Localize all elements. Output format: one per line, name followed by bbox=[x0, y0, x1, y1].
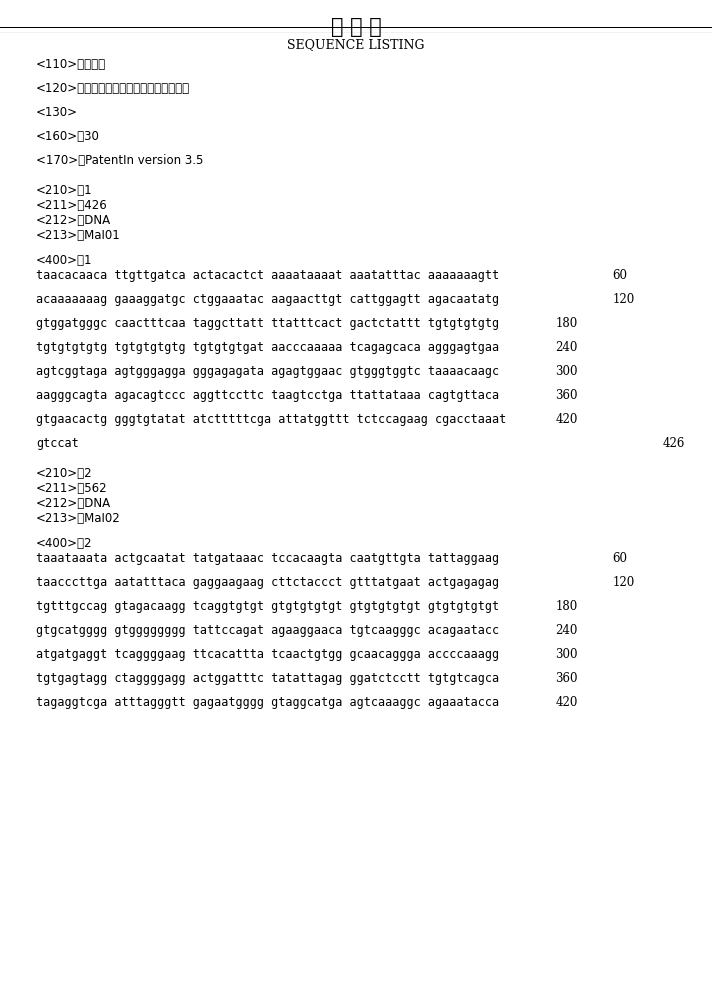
Text: gtgcatgggg gtgggggggg tattccagat agaaggaaca tgtcaagggc acagaatacc: gtgcatgggg gtgggggggg tattccagat agaagga… bbox=[36, 624, 499, 637]
Text: tgtgtgtgtg tgtgtgtgtg tgtgtgtgat aacccaaaaa tcagagcaca agggagtgaa: tgtgtgtgtg tgtgtgtgtg tgtgtgtgat aacccaa… bbox=[36, 341, 499, 354]
Text: 300: 300 bbox=[555, 365, 578, 378]
Text: <130>: <130> bbox=[36, 106, 78, 119]
Text: 240: 240 bbox=[555, 341, 577, 354]
Text: <210>　2: <210> 2 bbox=[36, 467, 93, 480]
Text: <213>　MaI02: <213> MaI02 bbox=[36, 512, 121, 525]
Text: 序 列 表: 序 列 表 bbox=[330, 18, 382, 37]
Text: <212>　DNA: <212> DNA bbox=[36, 497, 111, 510]
Text: <211>　562: <211> 562 bbox=[36, 482, 108, 495]
Text: 60: 60 bbox=[612, 552, 627, 565]
Text: 180: 180 bbox=[555, 600, 577, 613]
Text: gtggatgggc caactttcaa taggcttatt ttatttcact gactctattt tgtgtgtgtg: gtggatgggc caactttcaa taggcttatt ttatttc… bbox=[36, 317, 499, 330]
Text: 420: 420 bbox=[555, 696, 577, 709]
Text: SEQUENCE LISTING: SEQUENCE LISTING bbox=[287, 38, 425, 51]
Text: gtgaacactg gggtgtatat atctttttcga attatggttt tctccagaag cgacctaaat: gtgaacactg gggtgtatat atctttttcga attatg… bbox=[36, 413, 506, 426]
Text: 360: 360 bbox=[555, 389, 578, 402]
Text: <213>　MaI01: <213> MaI01 bbox=[36, 229, 121, 242]
Text: taacacaaca ttgttgatca actacactct aaaataaaat aaatatttac aaaaaaagtt: taacacaaca ttgttgatca actacactct aaaataa… bbox=[36, 269, 499, 282]
Text: 60: 60 bbox=[612, 269, 627, 282]
Text: 426: 426 bbox=[662, 437, 684, 450]
Text: aagggcagta agacagtccc aggttccttc taagtcctga ttattataaa cagtgttaca: aagggcagta agacagtccc aggttccttc taagtcc… bbox=[36, 389, 499, 402]
Text: taaataaata actgcaatat tatgataaac tccacaagta caatgttgta tattaggaag: taaataaata actgcaatat tatgataaac tccacaa… bbox=[36, 552, 499, 565]
Text: <400>　1: <400> 1 bbox=[36, 254, 93, 267]
Text: <400>　2: <400> 2 bbox=[36, 537, 93, 550]
Text: tgtgagtagg ctaggggagg actggatttc tatattagag ggatctcctt tgtgtcagca: tgtgagtagg ctaggggagg actggatttc tatatta… bbox=[36, 672, 499, 685]
Text: <170>　PatentIn version 3.5: <170> PatentIn version 3.5 bbox=[36, 154, 204, 167]
Text: agtcggtaga agtgggagga gggagagata agagtggaac gtgggtggtc taaaacaagc: agtcggtaga agtgggagga gggagagata agagtgg… bbox=[36, 365, 499, 378]
Text: 300: 300 bbox=[555, 648, 578, 661]
Text: taacccttga aatatttaca gaggaagaag cttctaccct gtttatgaat actgagagag: taacccttga aatatttaca gaggaagaag cttctac… bbox=[36, 576, 499, 589]
Text: <110>　张保卫: <110> 张保卫 bbox=[36, 58, 106, 71]
Text: 240: 240 bbox=[555, 624, 577, 637]
Text: <212>　DNA: <212> DNA bbox=[36, 214, 111, 227]
Text: 360: 360 bbox=[555, 672, 578, 685]
Text: atgatgaggt tcaggggaag ttcacattta tcaactgtgg gcaacaggga accccaaagg: atgatgaggt tcaggggaag ttcacattta tcaactg… bbox=[36, 648, 499, 661]
Text: <211>　426: <211> 426 bbox=[36, 199, 108, 212]
Text: <160>　30: <160> 30 bbox=[36, 130, 100, 143]
Text: 420: 420 bbox=[555, 413, 577, 426]
Text: 120: 120 bbox=[612, 293, 634, 306]
Text: 180: 180 bbox=[555, 317, 577, 330]
Text: tgtttgccag gtagacaagg tcaggtgtgt gtgtgtgtgt gtgtgtgtgt gtgtgtgtgt: tgtttgccag gtagacaagg tcaggtgtgt gtgtgtg… bbox=[36, 600, 499, 613]
Text: 120: 120 bbox=[612, 576, 634, 589]
Text: <210>　1: <210> 1 bbox=[36, 184, 93, 197]
Text: <120>　安徽麝微卫星位点、引物及其应用: <120> 安徽麝微卫星位点、引物及其应用 bbox=[36, 82, 190, 95]
Text: acaaaaaaag gaaaggatgc ctggaaatac aagaacttgt cattggagtt agacaatatg: acaaaaaaag gaaaggatgc ctggaaatac aagaact… bbox=[36, 293, 499, 306]
Text: gtccat: gtccat bbox=[36, 437, 79, 450]
Text: tagaggtcga atttagggtt gagaatgggg gtaggcatga agtcaaaggc agaaatacca: tagaggtcga atttagggtt gagaatgggg gtaggca… bbox=[36, 696, 499, 709]
